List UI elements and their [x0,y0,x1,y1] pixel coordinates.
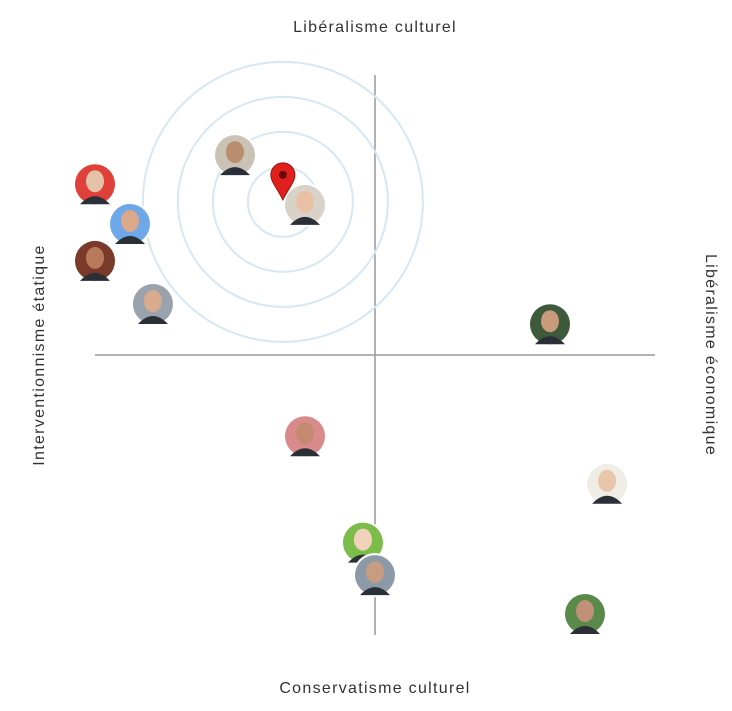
range-ring [176,95,389,308]
avatar-body [360,587,390,596]
position-marker [270,162,296,201]
avatar-face [598,469,617,492]
pin [270,162,296,201]
range-ring [141,60,424,343]
candidate [528,302,572,347]
avatar-face [366,561,384,584]
candidate [283,414,327,459]
avatar-face [226,141,244,164]
candidate [108,201,152,246]
right-label: Libéralisme économique [702,254,719,456]
avatar-body [220,167,250,176]
avatar-face [296,422,314,445]
avatar-face [86,170,104,193]
candidate [73,162,117,207]
candidate [563,592,607,636]
left-label: Interventionnisme étatique [31,244,48,465]
avatar-body [570,626,600,634]
avatar-face [353,528,372,551]
avatar-body [535,336,565,345]
avatar-body [115,235,145,244]
pin-dot [278,170,287,179]
avatar-face [121,209,139,232]
avatar-face [296,190,314,213]
avatar-face [86,246,104,269]
avatar-face [576,600,594,622]
candidate [353,553,397,598]
avatar-body [290,448,320,457]
bottom-label: Conservatisme culturel [279,680,470,697]
avatar-face [541,310,559,333]
candidate [73,238,117,283]
avatar-body [592,495,623,504]
candidate [585,461,630,506]
avatar-body [80,272,110,281]
avatar-body [290,216,320,225]
candidate [283,182,327,227]
candidate [130,282,175,327]
avatar-body [80,196,110,205]
top-label: Libéralisme culturel [293,19,457,36]
avatar-body [137,316,168,325]
avatar-face [143,290,162,313]
range-ring [211,130,354,273]
candidate [213,133,257,178]
